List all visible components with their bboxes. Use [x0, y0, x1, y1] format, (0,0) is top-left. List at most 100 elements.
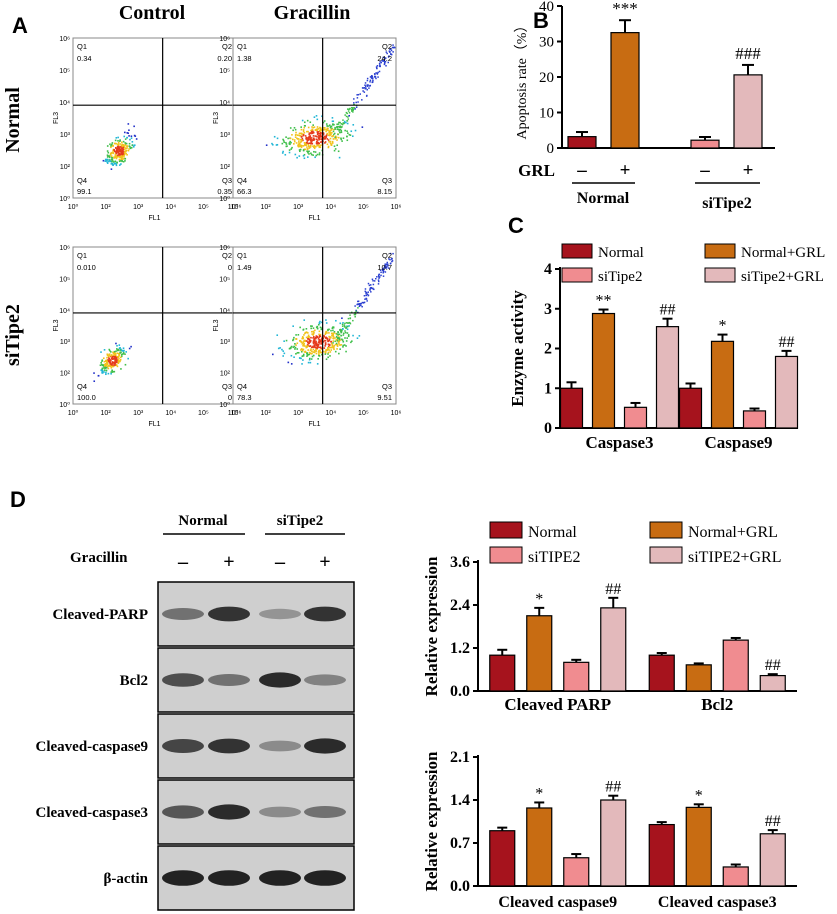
scatter-dot: [117, 359, 120, 361]
scatter-dot: [340, 329, 343, 331]
scatter-cloud: [93, 342, 132, 383]
scatter-dot: [132, 146, 135, 148]
scatter-dot: [107, 155, 110, 157]
scatter-dot: [318, 127, 320, 130]
scatter-dot: [117, 362, 120, 365]
scatter-dot: [392, 252, 394, 255]
x-tick-label: 10⁵: [198, 204, 209, 211]
scatter-dot: [117, 145, 120, 147]
scatter-dot: [338, 128, 341, 131]
scatter-dot: [342, 137, 345, 139]
y-tick-label: 10⁶: [59, 245, 70, 252]
scatter-dot: [387, 263, 389, 266]
scatter-dot: [346, 130, 348, 133]
scatter-dot: [285, 141, 287, 144]
scatter-dot: [336, 345, 339, 347]
scatter-dot: [103, 363, 106, 366]
scatter-dot: [106, 354, 109, 357]
scatter-dot: [335, 335, 338, 338]
scatter-dot: [374, 73, 376, 76]
scatter-dot: [302, 129, 305, 131]
scatter-dot: [291, 134, 293, 136]
scatter-dot: [388, 51, 391, 53]
scatter-dot: [365, 294, 367, 297]
scatter-dot: [304, 142, 306, 144]
scatter-dot: [301, 343, 304, 345]
scatter-dot: [289, 127, 292, 129]
scatter-dot: [390, 48, 392, 50]
panel-label-a: A: [12, 13, 28, 38]
scatter-dot: [312, 124, 314, 126]
scatter-dot: [125, 147, 127, 149]
scatter-dot: [372, 79, 374, 82]
scatter-dot: [295, 131, 297, 134]
scatter-dot: [373, 288, 375, 291]
scatter-dot: [308, 145, 310, 148]
scatter-dot: [330, 144, 333, 146]
scatter-dot: [304, 148, 307, 151]
scatter-dot: [292, 338, 295, 341]
scatter-dot: [115, 361, 118, 364]
scatter-dot: [327, 134, 330, 137]
scatter-dot: [380, 61, 382, 64]
bar: [600, 607, 627, 692]
scatter-dot: [387, 267, 390, 269]
legend-label: siTipe2+GRL: [741, 269, 824, 285]
scatter-dot: [106, 150, 109, 152]
scatter-dot: [106, 360, 108, 362]
scatter-dot: [327, 139, 330, 141]
y-tick-label: 2.1: [450, 749, 470, 766]
scatter-dot: [340, 131, 343, 134]
scatter-dot: [283, 340, 285, 343]
scatter-dot: [310, 140, 312, 142]
scatter-dot: [309, 361, 312, 364]
scatter-dot: [391, 257, 393, 260]
x-axis-label: FL1: [148, 421, 160, 428]
scatter-dot: [116, 365, 119, 368]
scatter-dot: [322, 121, 325, 124]
scatter-dot: [113, 353, 116, 355]
scatter-dot: [298, 155, 301, 157]
scatter-dot: [311, 129, 314, 131]
x-axis-label: FL1: [308, 215, 320, 222]
scatter-dot: [302, 354, 305, 357]
scatter-dot: [383, 62, 386, 65]
scatter-dot: [340, 138, 343, 141]
scatter-dot: [101, 368, 103, 371]
scatter-dot: [120, 355, 123, 358]
scatter-dot: [323, 135, 326, 138]
scatter-dot: [118, 344, 121, 346]
scatter-dot: [282, 138, 284, 141]
scatter-dot: [312, 154, 314, 156]
scatter-dot: [316, 144, 318, 147]
scatter-dot: [106, 366, 109, 368]
scatter-dot: [389, 262, 392, 265]
scatter-dot: [99, 364, 102, 367]
scatter-dot: [115, 358, 117, 360]
x-category-label: Caspase3: [585, 433, 653, 452]
scatter-dot: [336, 128, 339, 130]
scatter-dot: [353, 313, 356, 316]
scatter-dot: [304, 340, 306, 343]
scatter-dot: [388, 55, 390, 57]
scatter-dot: [265, 144, 268, 147]
scatter-dot: [387, 56, 390, 58]
treatment-sign: +: [743, 160, 754, 181]
scatter-dot: [107, 151, 110, 154]
scatter-dot: [133, 125, 135, 128]
y-tick-label: 10⁴: [59, 100, 70, 107]
scatter-dot: [348, 108, 350, 111]
scatter-dot: [110, 355, 112, 357]
scatter-dot: [329, 336, 331, 339]
scatter-dot: [113, 148, 115, 151]
scatter-dot: [302, 348, 305, 351]
scatter-dot: [319, 333, 322, 336]
scatter-dot: [325, 130, 327, 133]
significance-mark: *: [535, 591, 543, 608]
scatter-dot: [324, 333, 327, 336]
scatter-dot: [117, 155, 120, 158]
scatter-dot: [317, 128, 319, 130]
quadrant-name: Q4: [77, 382, 87, 391]
scatter-dot: [318, 333, 320, 336]
scatter-dot: [315, 344, 318, 347]
